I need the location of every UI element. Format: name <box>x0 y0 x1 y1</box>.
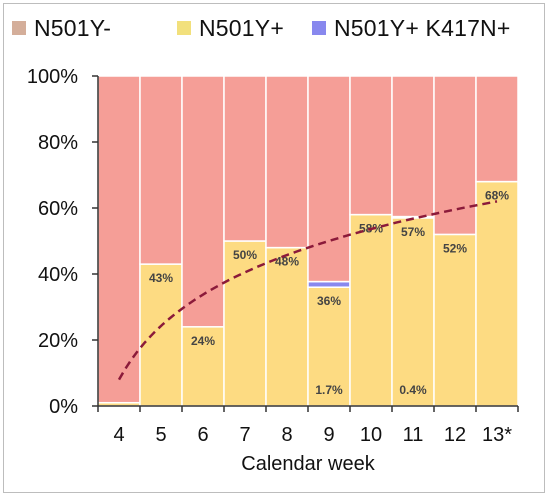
bar-n501y--week-5 <box>139 75 183 265</box>
x-tick-label: 8 <box>281 424 292 446</box>
bar-n501y--week-13 <box>475 75 519 183</box>
bar-n501y--week-8 <box>265 246 309 407</box>
legend: N501Y- N501Y+ N501Y+ K417N+ <box>0 10 550 46</box>
bar-n501y--week-11 <box>391 75 435 218</box>
data-label-week-13: 68% <box>485 189 509 203</box>
x-tick-label: 11 <box>403 424 424 446</box>
bar-n501y--week-11 <box>391 217 435 407</box>
y-tick-label: 40% <box>38 264 78 286</box>
x-tick-label: 12 <box>444 424 466 446</box>
legend-swatch-n501y-neg <box>12 21 26 35</box>
x-tick-label: 9 <box>323 424 334 446</box>
bar-n501y--week-7 <box>223 240 267 407</box>
legend-item-k417n: N501Y+ K417N+ <box>312 10 511 46</box>
data-label-week-11: 57% <box>401 225 425 239</box>
x-tick-label: 6 <box>197 424 208 446</box>
legend-label-n501y-pos: N501Y+ <box>199 14 284 41</box>
data-label-week-8: 48% <box>275 255 299 269</box>
x-axis-label: Calendar week <box>241 453 375 475</box>
x-tick-label: 13* <box>482 424 512 446</box>
data-label-week-6: 24% <box>191 334 215 348</box>
bar-n501y--week-8 <box>265 75 309 249</box>
bar-n501y--week-12 <box>433 233 477 407</box>
bar-n501y-k417n--week-9 <box>307 280 351 288</box>
x-tick-label: 5 <box>155 424 166 446</box>
data-label-week-12: 52% <box>443 241 467 255</box>
y-tick-label: 0% <box>49 396 78 418</box>
legend-swatch-n501y-pos <box>177 21 191 35</box>
data-label-week-9: 36% <box>317 294 341 308</box>
data-label-week-9: 1.7% <box>315 383 343 397</box>
bar-n501y--week-10 <box>349 213 393 407</box>
legend-label-k417n: N501Y+ K417N+ <box>334 14 511 41</box>
bar-n501y--week-12 <box>433 75 477 236</box>
data-label-week-11: 0.4% <box>399 383 427 397</box>
bar-n501y--week-5 <box>139 263 183 407</box>
bar-n501y--week-9 <box>307 286 351 407</box>
y-tick-label: 20% <box>38 330 78 352</box>
legend-label-n501y-neg: N501Y- <box>34 14 112 41</box>
legend-item-n501y-pos: N501Y+ <box>177 10 284 46</box>
bar-n501y--week-6 <box>181 75 225 328</box>
bar-n501y--week-7 <box>223 75 267 242</box>
y-tick-label: 60% <box>38 198 78 220</box>
data-label-week-7: 50% <box>233 248 257 262</box>
bar-n501y--week-13 <box>475 180 519 407</box>
y-tick-label: 80% <box>38 132 78 154</box>
legend-swatch-k417n <box>312 21 326 35</box>
bar-n501y--week-4 <box>97 75 141 404</box>
bar-n501y--week-9 <box>307 75 351 283</box>
data-label-week-5: 43% <box>149 271 173 285</box>
legend-item-n501y-neg: N501Y- <box>12 10 111 46</box>
x-tick-label: 4 <box>113 424 124 446</box>
y-tick-label: 100% <box>27 66 78 88</box>
trendline <box>117 200 498 381</box>
x-tick-label: 10 <box>360 424 382 446</box>
bar-n501y--week-10 <box>349 75 393 216</box>
x-tick-label: 7 <box>239 424 250 446</box>
